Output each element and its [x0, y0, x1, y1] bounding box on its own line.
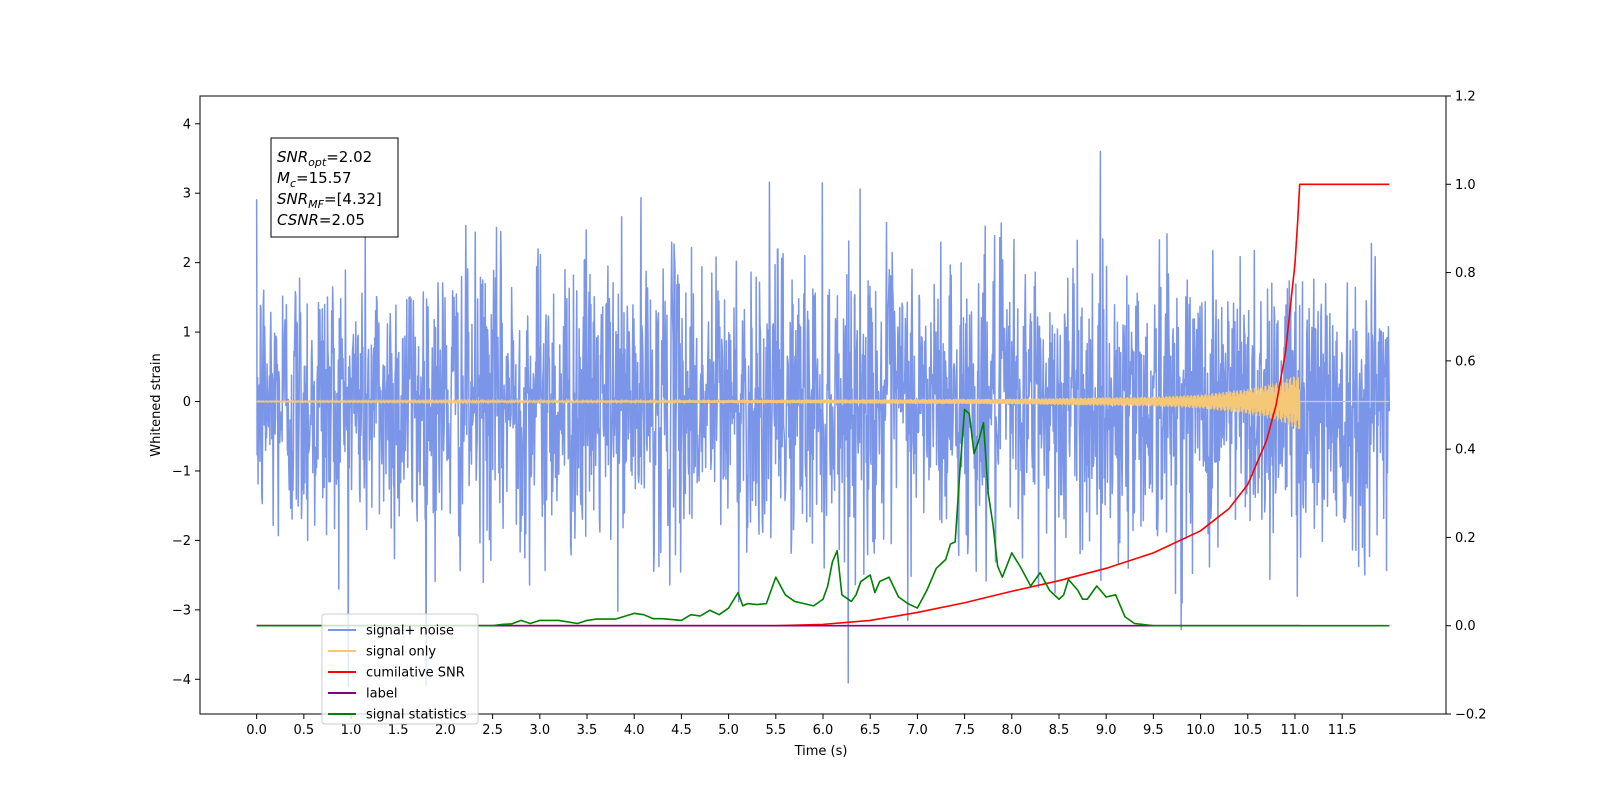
legend-label: cumilative SNR — [366, 666, 465, 681]
series-signal-noise — [255, 150, 1391, 687]
x-tick-label: 10.5 — [1233, 723, 1262, 738]
y-tick-label-left: 4 — [183, 117, 191, 132]
x-tick-label: 11.5 — [1328, 723, 1357, 738]
y-tick-label-right: 1.2 — [1455, 90, 1476, 105]
x-tick-label: 10.0 — [1186, 723, 1215, 738]
x-tick-label: 8.0 — [1001, 723, 1022, 738]
y-axis-label: Whitened strain — [149, 353, 164, 456]
x-tick-label: 9.5 — [1143, 723, 1164, 738]
y-axis-left: −4 −3 −2 −1 0 1 2 3 4 — [172, 117, 200, 688]
legend-frame — [321, 613, 479, 725]
x-tick-label: 11.0 — [1280, 723, 1309, 738]
x-tick-label: 2.0 — [435, 723, 456, 738]
y-tick-label-left: −3 — [172, 603, 191, 618]
x-tick-label: 3.5 — [577, 723, 598, 738]
y-tick-label-left: −1 — [172, 464, 191, 479]
y-tick-label-left: 0 — [183, 395, 191, 410]
annotation-line: SNRMF=[4.32] — [277, 190, 382, 211]
x-tick-label: 9.0 — [1096, 723, 1117, 738]
x-tick-label: 5.0 — [718, 723, 739, 738]
legend-label: signal only — [366, 645, 436, 660]
x-tick-label: 2.5 — [482, 723, 503, 738]
x-tick-label: 8.5 — [1049, 723, 1070, 738]
y-axis-right: −0.2 0.0 0.2 0.4 0.6 0.8 1.0 1.2 — [1446, 90, 1487, 723]
legend-label: signal+ noise — [366, 624, 454, 639]
y-tick-label-right: −0.2 — [1455, 708, 1487, 723]
x-tick-label: 4.5 — [671, 723, 692, 738]
x-tick-label: 6.0 — [813, 723, 834, 738]
y-tick-label-right: 0.6 — [1455, 354, 1476, 369]
y-tick-label-left: 1 — [183, 326, 191, 341]
x-tick-label: 5.5 — [765, 723, 786, 738]
annotation-frame — [270, 137, 399, 238]
series-cumilative-snr — [256, 183, 1390, 627]
x-tick-label: 0.0 — [246, 723, 267, 738]
y-tick-label-left: 2 — [183, 256, 191, 271]
y-tick-label-right: 0.8 — [1455, 266, 1476, 281]
x-tick-label: 7.5 — [954, 723, 975, 738]
y-tick-label-right: 0.0 — [1455, 619, 1476, 634]
y-tick-label-left: −4 — [172, 673, 191, 688]
annotation-line: CSNR=2.05 — [277, 211, 365, 229]
x-axis: 0.0 0.5 1.0 1.5 2.0 2.5 3.0 3.5 4.0 4.5 5.0 5.5 6.0 6… — [246, 714, 1357, 738]
x-tick-label: 3.0 — [529, 723, 550, 738]
x-tick-label: 0.5 — [293, 723, 314, 738]
x-tick-label: 1.5 — [388, 723, 409, 738]
y-tick-label-right: 1.0 — [1455, 178, 1476, 193]
legend-label: label — [366, 687, 397, 702]
annotation-line: Mc=15.57 — [277, 169, 352, 190]
y-tick-label-left: 3 — [183, 187, 191, 202]
y-tick-label-left: −2 — [172, 534, 191, 549]
legend: signal+ noise signal only cumilative SNR la… — [321, 613, 479, 725]
series-signal-only — [256, 373, 1390, 430]
legend-label: signal statistics — [366, 708, 467, 723]
x-tick-label: 1.0 — [341, 723, 362, 738]
x-tick-label: 4.0 — [624, 723, 645, 738]
annotation-line: SNRopt=2.02 — [277, 148, 372, 169]
x-axis-label: Time (s) — [794, 744, 848, 759]
y-tick-label-right: 0.4 — [1455, 443, 1476, 458]
x-tick-label: 6.5 — [860, 723, 881, 738]
y-tick-label-right: 0.2 — [1455, 531, 1476, 546]
x-tick-label: 7.0 — [907, 723, 928, 738]
series-signal-statistics — [256, 408, 1390, 627]
